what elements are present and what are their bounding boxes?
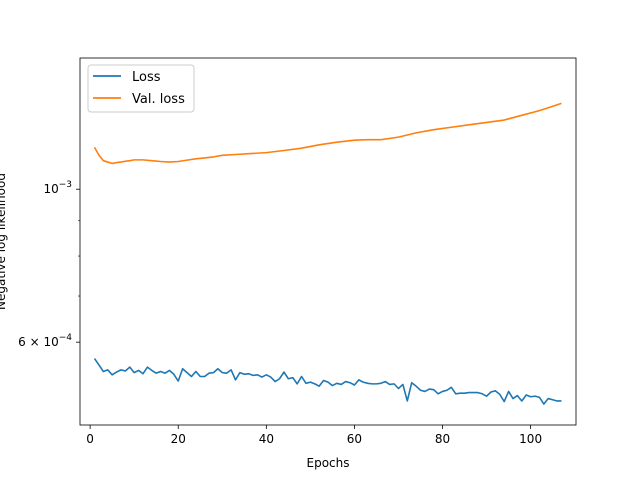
x-tick-label: 40 [259,432,274,446]
y-tick-label: 10−3 [43,180,72,196]
legend: Loss Val. loss [87,64,195,113]
x-axis-label: Epochs [307,456,350,470]
y-axis: 10−3 6 × 10−4 [18,180,80,349]
y-axis-label: Negative log likelihood [0,173,8,310]
plot-frame [79,57,577,426]
series-line-2 [93,102,562,165]
legend-label-2: Val. loss [132,92,185,107]
x-tick-label: 100 [519,432,542,446]
x-tick-label: 0 [86,432,94,446]
legend-label-1: Loss [132,70,161,85]
x-axis: 0 20 40 60 80 100 [86,425,542,446]
x-tick-label: 80 [435,432,450,446]
series-line-1 [93,358,562,405]
y-tick-label: 6 × 10−4 [18,333,72,349]
x-tick-label: 60 [347,432,362,446]
x-tick-label: 20 [171,432,186,446]
plot-lines [93,102,562,405]
